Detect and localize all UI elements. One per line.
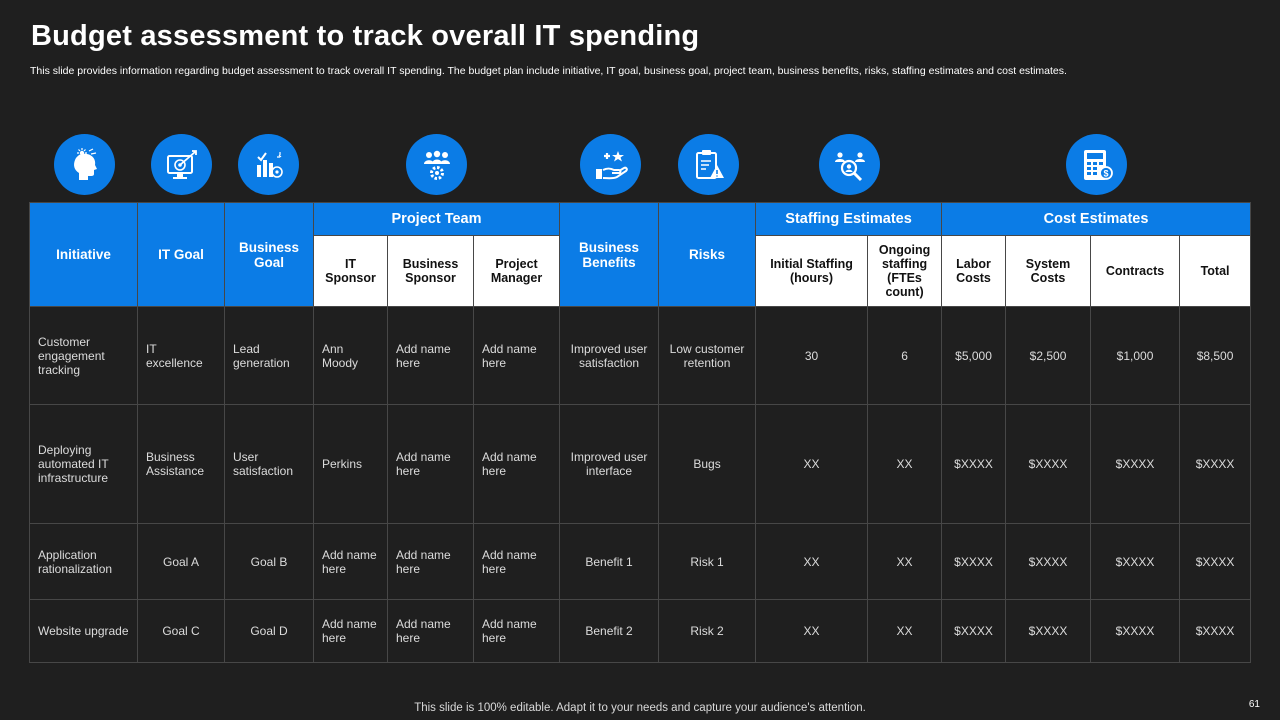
- header-business-sponsor: Business Sponsor: [387, 235, 474, 307]
- table-cell: Add name here: [472, 599, 561, 663]
- risk-clipboard-icon: [678, 134, 739, 195]
- table-cell: Deploying automated IT infrastructure: [29, 404, 138, 524]
- table-cell: 6: [867, 306, 943, 405]
- idea-head-icon: [54, 134, 115, 195]
- page-subtitle: This slide provides information regardin…: [30, 65, 1067, 77]
- table-cell: Improved user satisfaction: [559, 306, 660, 405]
- table-cell: Benefit 2: [559, 599, 660, 663]
- table-cell: $XXXX: [1179, 404, 1252, 524]
- table-cell: Add name here: [472, 523, 561, 600]
- table-cell: Goal B: [224, 523, 314, 600]
- table-cell: $XXXX: [1005, 404, 1092, 524]
- table-cell: Risk 2: [658, 599, 757, 663]
- table-row: Deploying automated IT infrastructure Bu…: [29, 404, 1252, 524]
- page-number: 61: [1248, 699, 1260, 710]
- header-ongoing-staffing: Ongoing staffing (FTEs count): [867, 235, 943, 307]
- table-row: Website upgrade Goal C Goal D Add name h…: [29, 599, 1252, 663]
- budget-table: Initiative IT Goal Business Goal Project…: [29, 202, 1252, 663]
- svg-text:$: $: [1103, 168, 1108, 178]
- header-risks: Risks: [658, 202, 757, 307]
- table-cell: XX: [755, 523, 869, 600]
- table-cell: $2,500: [1005, 306, 1092, 405]
- table-row: Customer engagement tracking IT excellen…: [29, 306, 1252, 405]
- table-cell: XX: [755, 599, 869, 663]
- table-cell: Goal A: [137, 523, 225, 600]
- table-cell: Website upgrade: [29, 599, 138, 663]
- table-cell: Lead generation: [224, 306, 314, 405]
- table-cell: Add name here: [313, 523, 388, 600]
- page-title: Budget assessment to track overall IT sp…: [31, 20, 700, 52]
- header-contracts: Contracts: [1090, 235, 1181, 307]
- table-cell: Goal C: [137, 599, 225, 663]
- table-cell: 30: [755, 306, 869, 405]
- table-cell: $XXXX: [1090, 404, 1181, 524]
- table-cell: Improved user interface: [559, 404, 660, 524]
- header-project-manager: Project Manager: [472, 235, 561, 307]
- benefit-hand-icon: [580, 134, 641, 195]
- table-cell: Goal D: [224, 599, 314, 663]
- header-initiative: Initiative: [29, 202, 138, 307]
- goal-chart-icon: [238, 134, 299, 195]
- table-cell: User satisfaction: [224, 404, 314, 524]
- header-business-benefits: Business Benefits: [559, 202, 660, 307]
- table-cell: $XXXX: [941, 599, 1007, 663]
- header-cost-estimates: Cost Estimates: [941, 202, 1252, 236]
- team-gear-icon: [406, 134, 467, 195]
- table-cell: Add name here: [387, 404, 474, 524]
- header-it-goal: IT Goal: [137, 202, 225, 307]
- table-cell: Business Assistance: [137, 404, 225, 524]
- table-cell: $XXXX: [1179, 599, 1252, 663]
- header-staffing-estimates: Staffing Estimates: [755, 202, 943, 236]
- table-cell: $XXXX: [941, 404, 1007, 524]
- table-cell: Low customer retention: [658, 306, 757, 405]
- table-cell: Perkins: [313, 404, 388, 524]
- table-cell: $XXXX: [1090, 599, 1181, 663]
- table-cell: Add name here: [313, 599, 388, 663]
- header-total: Total: [1179, 235, 1252, 307]
- table-cell: Bugs: [658, 404, 757, 524]
- table-cell: Add name here: [387, 599, 474, 663]
- table-cell: XX: [867, 599, 943, 663]
- table-cell: $5,000: [941, 306, 1007, 405]
- staff-search-icon: [819, 134, 880, 195]
- footer-note: This slide is 100% editable. Adapt it to…: [414, 702, 866, 714]
- table-cell: $8,500: [1179, 306, 1252, 405]
- table-cell: $XXXX: [1005, 599, 1092, 663]
- table-cell: $XXXX: [941, 523, 1007, 600]
- header-labor-costs: Labor Costs: [941, 235, 1007, 307]
- table-cell: Add name here: [387, 523, 474, 600]
- table-cell: $XXXX: [1179, 523, 1252, 600]
- target-monitor-icon: [151, 134, 212, 195]
- header-system-costs: System Costs: [1005, 235, 1092, 307]
- table-cell: IT excellence: [137, 306, 225, 405]
- table-cell: Customer engagement tracking: [29, 306, 138, 405]
- header-it-sponsor: IT Sponsor: [313, 235, 388, 307]
- table-cell: Benefit 1: [559, 523, 660, 600]
- table-cell: XX: [755, 404, 869, 524]
- table-cell: $XXXX: [1005, 523, 1092, 600]
- table-cell: XX: [867, 523, 943, 600]
- table-cell: Add name here: [472, 404, 561, 524]
- table-cell: $XXXX: [1090, 523, 1181, 600]
- table-cell: $1,000: [1090, 306, 1181, 405]
- calculator-icon: $: [1066, 134, 1127, 195]
- table-cell: Add name here: [472, 306, 561, 405]
- header-initial-staffing: Initial Staffing (hours): [755, 235, 869, 307]
- table-row: Application rationalization Goal A Goal …: [29, 523, 1252, 600]
- table-cell: Ann Moody: [313, 306, 388, 405]
- header-project-team: Project Team: [312, 202, 561, 236]
- table-cell: Add name here: [387, 306, 474, 405]
- table-cell: XX: [867, 404, 943, 524]
- table-cell: Risk 1: [658, 523, 757, 600]
- table-cell: Application rationalization: [29, 523, 138, 600]
- header-business-goal: Business Goal: [224, 202, 314, 307]
